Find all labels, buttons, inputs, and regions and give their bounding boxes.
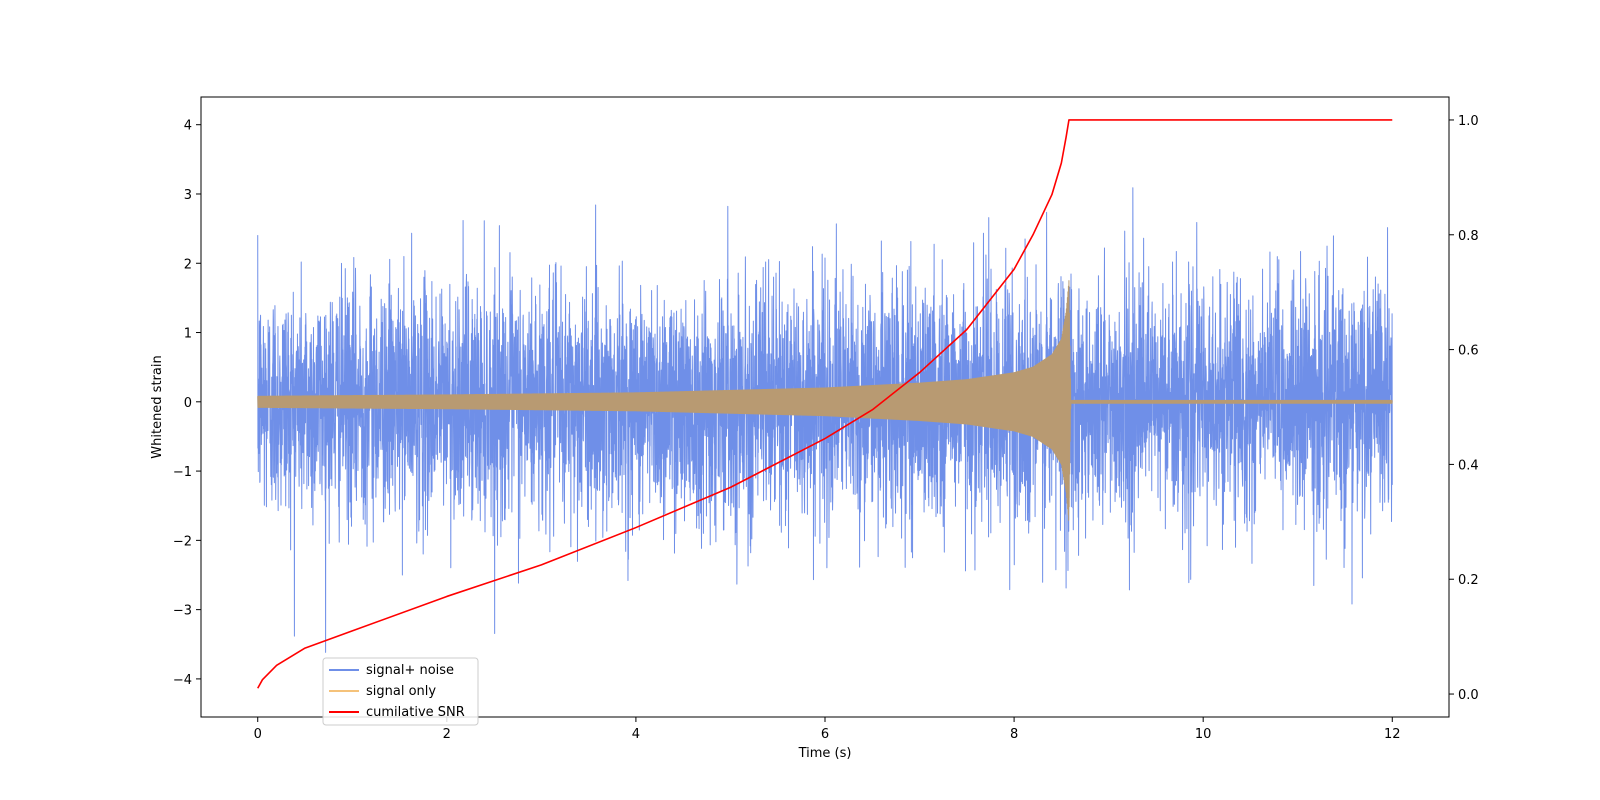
y2-tick-label: 0.8 (1458, 229, 1479, 244)
x-tick-label: 6 (821, 727, 829, 742)
x-tick-label: 4 (632, 727, 640, 742)
y2-tick-label: 1.0 (1458, 114, 1479, 129)
x-tick-label: 12 (1384, 727, 1401, 742)
x-tick-label: 0 (254, 727, 262, 742)
y-tick-label: −1 (173, 465, 192, 480)
y-tick-label: 4 (184, 119, 192, 134)
legend-label-cumulative-snr: cumilative SNR (366, 705, 465, 720)
legend-label-signal-plus-noise: signal+ noise (366, 663, 454, 678)
plot-area (257, 119, 1393, 689)
y-tick-label: −3 (173, 604, 192, 619)
y-tick-label: 2 (184, 257, 192, 272)
y2-tick-label: 0.4 (1458, 458, 1479, 473)
x-tick-label: 8 (1010, 727, 1018, 742)
x-tick-label: 10 (1195, 727, 1212, 742)
y2-tick-label: 0.2 (1458, 573, 1479, 588)
y-tick-label: −2 (173, 534, 192, 549)
y-tick-label: −4 (173, 673, 192, 688)
y-tick-label: 0 (184, 396, 192, 411)
x-axis-label: Time (s) (798, 746, 852, 761)
y-axis-left: −4 −3 −2 −1 0 1 2 3 4 (173, 119, 201, 688)
series-signal-only-line (257, 280, 1393, 521)
y2-tick-label: 0.6 (1458, 344, 1479, 359)
x-tick-label: 2 (443, 727, 451, 742)
series-cumulative-snr-line (257, 119, 1393, 689)
legend-box (322, 657, 479, 726)
legend-label-signal-only: signal only (366, 684, 436, 699)
legend: signal+ noise signal only cumilative SNR (322, 657, 479, 726)
y-axis-right: 0.0 0.2 0.4 0.6 0.8 1.0 (1449, 114, 1479, 703)
y-axis-label: Whitened strain (150, 355, 165, 458)
y2-tick-label: 0.0 (1458, 688, 1479, 703)
y-tick-label: 3 (184, 188, 192, 203)
series-signal-plus-noise-line (257, 187, 1393, 653)
y-tick-label: 1 (184, 327, 192, 342)
